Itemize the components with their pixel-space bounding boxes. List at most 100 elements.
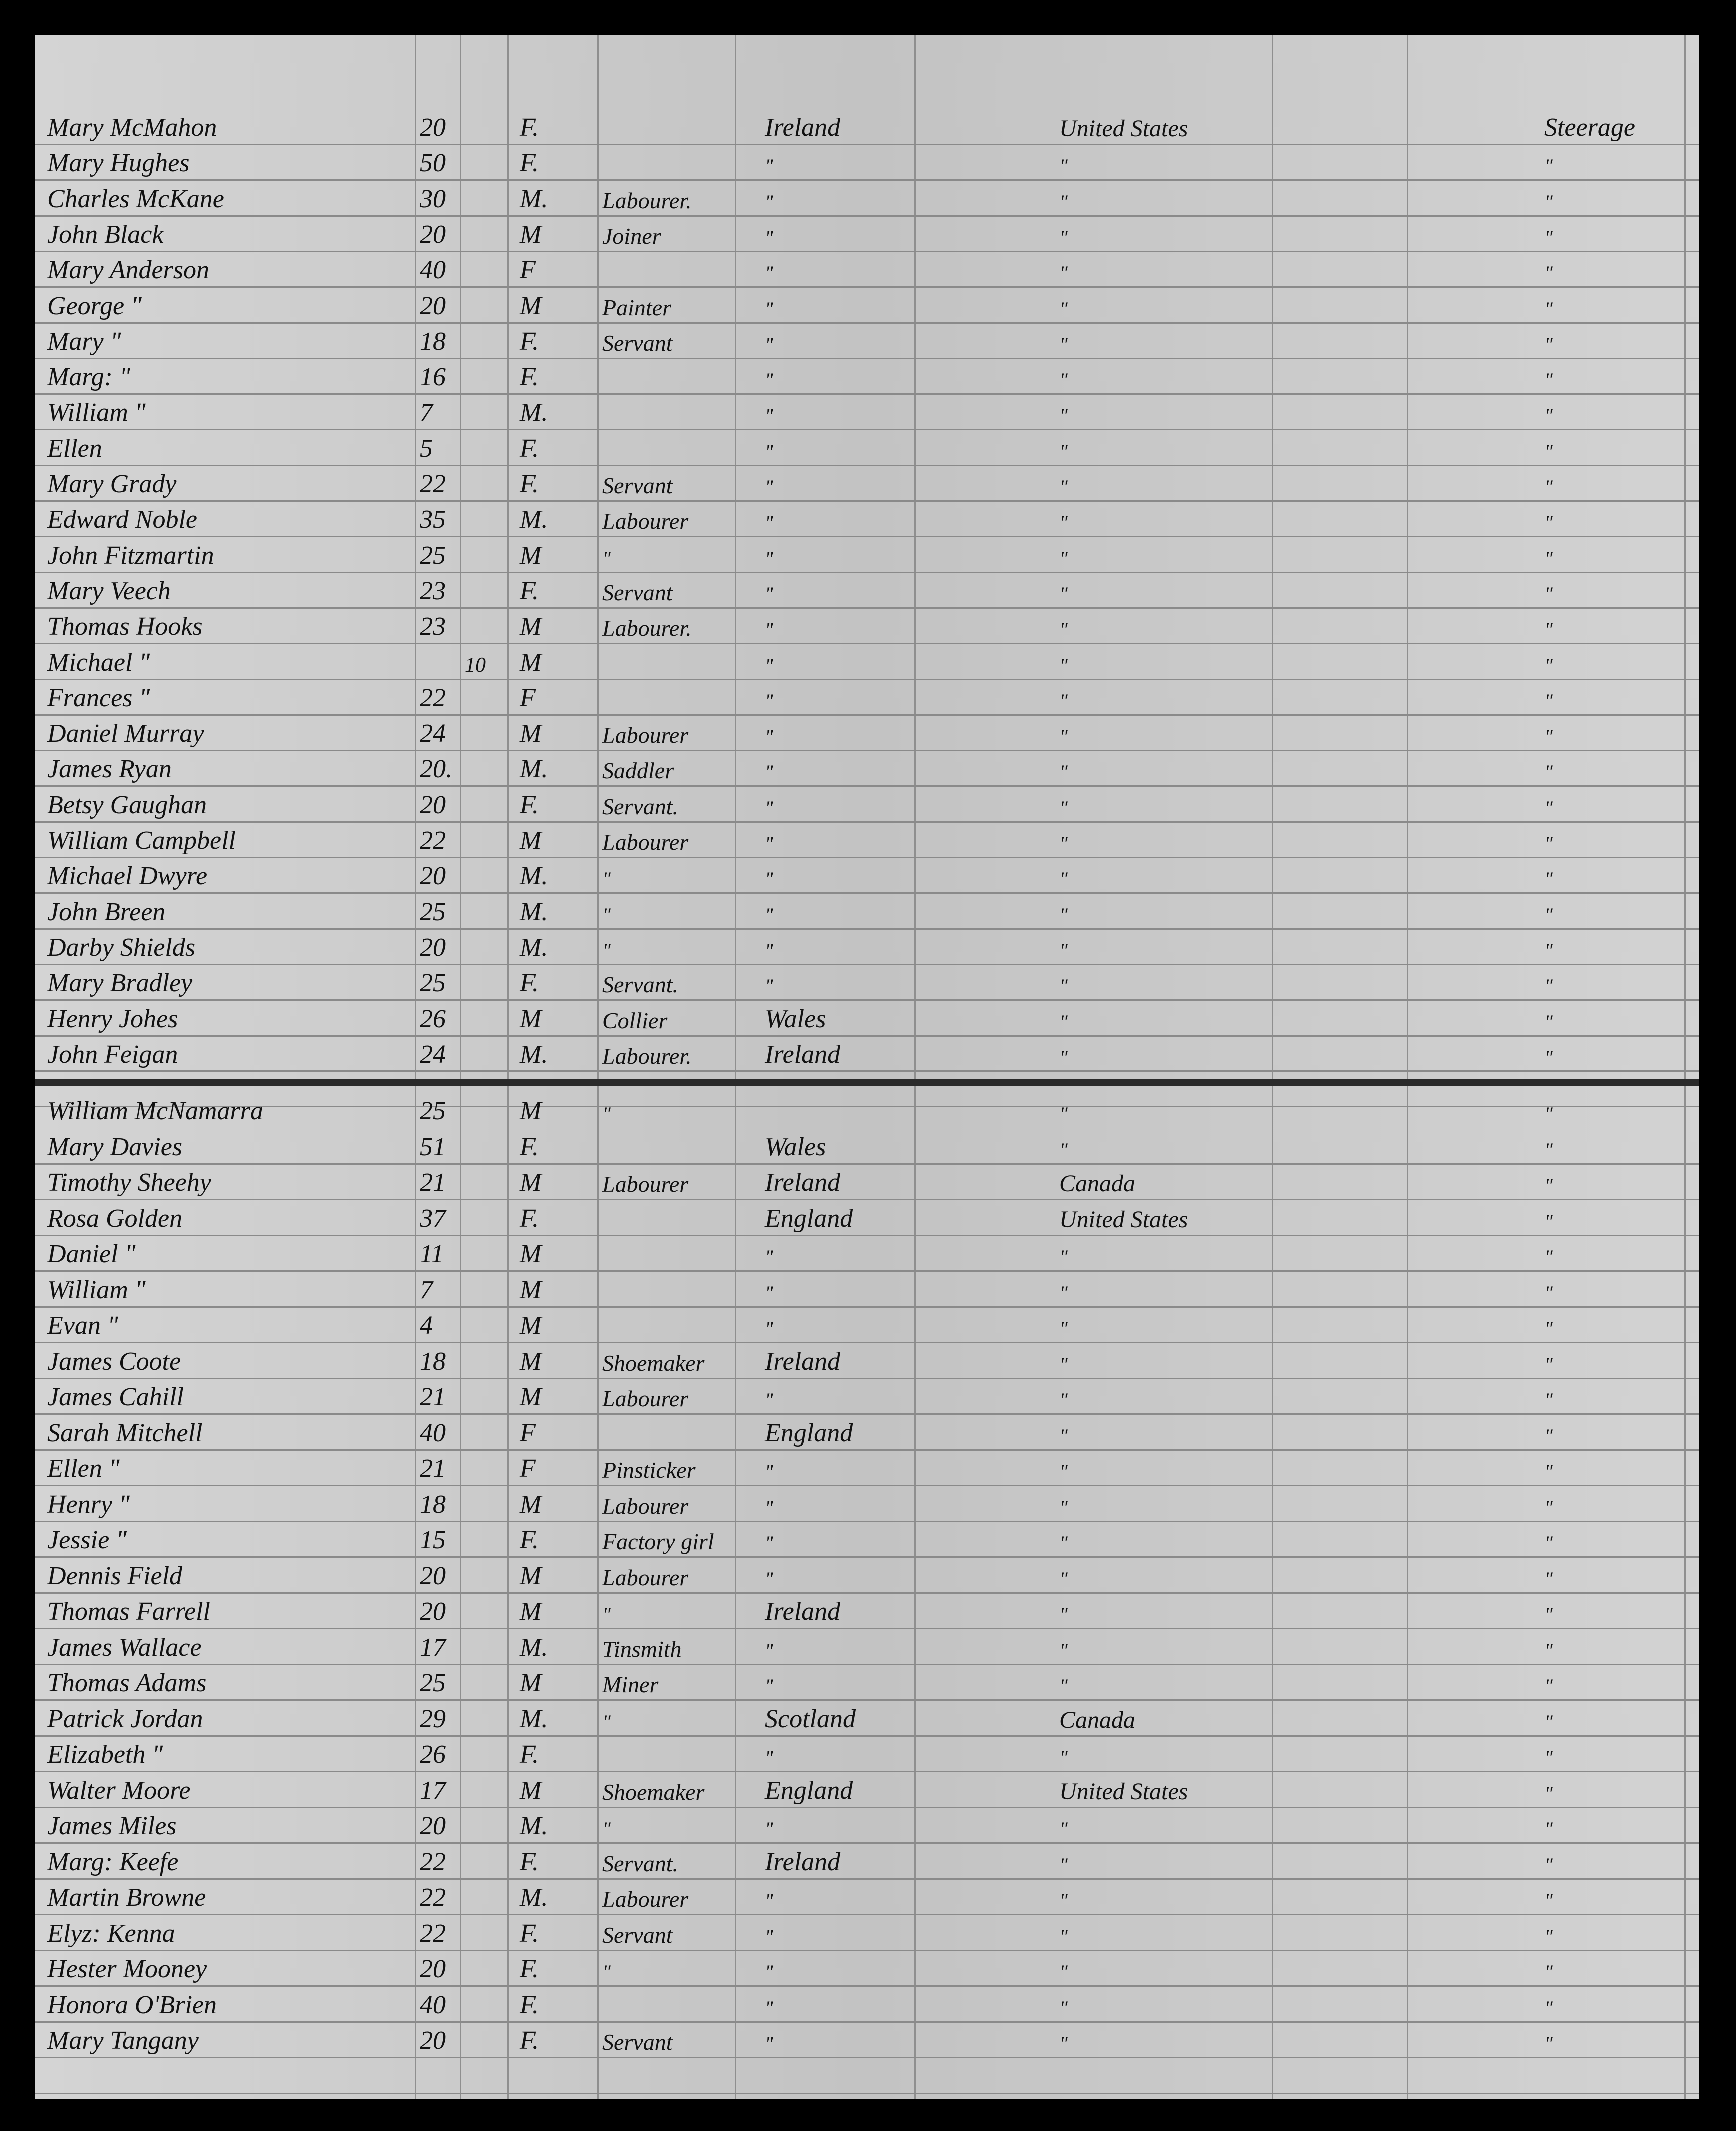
passenger-destination: " (1059, 939, 1068, 962)
passenger-sex: M. (520, 933, 548, 962)
passenger-age: 22 (420, 1919, 446, 1948)
passenger-class: " (1544, 155, 1553, 178)
row-rule (35, 144, 1699, 145)
passenger-name: Mary Anderson (47, 256, 210, 285)
row-rule (35, 1413, 1699, 1415)
passenger-age: 15 (420, 1526, 446, 1554)
passenger-age: 40 (420, 1418, 446, 1447)
row-rule (35, 750, 1699, 752)
passenger-name: John Fitzmartin (47, 541, 214, 570)
passenger-country: " (765, 190, 773, 213)
passenger-class: " (1544, 1639, 1553, 1662)
passenger-class: " (1544, 1010, 1553, 1033)
passenger-name: Mary Tangany (47, 2026, 199, 2055)
passenger-sex: M (520, 1490, 542, 1519)
passenger-sex: M. (520, 1883, 548, 1912)
row-rule (35, 286, 1699, 288)
passenger-name: Timothy Sheehy (47, 1168, 211, 1197)
row-rule (35, 1985, 1699, 1987)
passenger-age: 25 (420, 969, 446, 998)
passenger-sex: M. (520, 184, 548, 213)
passenger-age: 16 (420, 363, 446, 392)
passenger-row: Daniel " 11 M " " " (35, 1236, 1699, 1272)
column-rule (460, 35, 461, 2099)
passenger-row: James Wallace 17 M. Tinsmith " " " (35, 1630, 1699, 1665)
passenger-sex: M (520, 826, 542, 855)
passenger-age: 25 (420, 1669, 446, 1697)
passenger-destination: " (1059, 1046, 1068, 1068)
passenger-name: Thomas Hooks (47, 612, 203, 641)
passenger-age: 18 (420, 1490, 446, 1519)
passenger-class: " (1544, 226, 1553, 249)
passenger-name: Betsy Gaughan (47, 790, 207, 819)
passenger-class: " (1544, 404, 1553, 427)
passenger-row: William McNamarra 25 M " " " (35, 1093, 1699, 1129)
passenger-row: Hester Mooney 20 F. " " " " (35, 1951, 1699, 1987)
passenger-class: " (1544, 476, 1553, 498)
passenger-country: " (765, 868, 773, 891)
passenger-age: 22 (420, 1883, 446, 1912)
passenger-name: Ellen " (47, 1454, 120, 1483)
passenger-name: William Campbell (47, 826, 236, 855)
passenger-row: Evan " 4 M " " " (35, 1308, 1699, 1343)
passenger-name: Martin Browne (47, 1883, 206, 1912)
passenger-name: William " (47, 398, 146, 427)
passenger-country: " (765, 155, 773, 178)
passenger-country: England (765, 1204, 853, 1233)
passenger-class: " (1544, 1567, 1553, 1590)
passenger-class: " (1544, 868, 1553, 891)
passenger-class: " (1544, 1996, 1553, 2019)
passenger-destination: " (1059, 1532, 1068, 1554)
row-rule (35, 643, 1699, 645)
column-rule (1407, 35, 1408, 2099)
passenger-occupation: Labourer. (602, 187, 692, 213)
passenger-sex: F (520, 1418, 536, 1447)
passenger-occupation: Tinsmith (602, 1636, 682, 1662)
passenger-class: " (1544, 262, 1553, 285)
row-rule (35, 1949, 1699, 1951)
passenger-class: " (1544, 903, 1553, 926)
passenger-sex: F (520, 1454, 536, 1483)
passenger-row: Dennis Field 20 M Labourer " " " (35, 1558, 1699, 1594)
passenger-sex: F. (520, 1204, 539, 1233)
passenger-row: Walter Moore 17 M Shoemaker England United St… (35, 1773, 1699, 1808)
passenger-country: " (765, 333, 773, 356)
passenger-age: 20 (420, 291, 446, 320)
row-rule (35, 999, 1699, 1001)
passenger-destination: Canada (1059, 1170, 1136, 1197)
passenger-class: " (1544, 1353, 1553, 1376)
passenger-country: Wales (765, 1004, 826, 1033)
passenger-sex: M (520, 1561, 542, 1590)
passenger-country: " (765, 1746, 773, 1769)
passenger-name: Rosa Golden (47, 1204, 183, 1233)
passenger-destination: " (1059, 582, 1068, 605)
passenger-class: " (1544, 297, 1553, 320)
passenger-sex: M (520, 1311, 542, 1340)
passenger-class: " (1544, 1675, 1553, 1697)
passenger-age: 20 (420, 220, 446, 249)
passenger-class: " (1544, 761, 1553, 784)
passenger-row: Mary Veech 23 F. Servant " " " (35, 573, 1699, 609)
passenger-occupation: " (602, 1103, 611, 1125)
passenger-age: 35 (420, 505, 446, 534)
passenger-occupation: " (602, 939, 611, 962)
passenger-sex: F. (520, 434, 539, 463)
passenger-occupation: Shoemaker (602, 1350, 705, 1376)
passenger-age: 22 (420, 826, 446, 855)
passenger-row: William " 7 M " " " (35, 1272, 1699, 1308)
passenger-row: Mary Hughes 50 F. " " " (35, 145, 1699, 181)
row-rule (35, 322, 1699, 324)
passenger-name: Frances " (47, 683, 150, 712)
passenger-name: Dennis Field (47, 1561, 183, 1590)
passenger-name: Jessie " (47, 1526, 127, 1554)
passenger-destination: " (1059, 796, 1068, 819)
passenger-country: " (765, 369, 773, 392)
passenger-sex: F. (520, 1955, 539, 1983)
passenger-class: " (1544, 975, 1553, 998)
passenger-name: Walter Moore (47, 1776, 191, 1805)
passenger-age: 24 (420, 719, 446, 748)
passenger-row: Mary Davies 51 F. Wales " " (35, 1129, 1699, 1165)
passenger-row: James Cahill 21 M Labourer " " " (35, 1379, 1699, 1415)
passenger-occupation: Saddler (602, 758, 674, 784)
passenger-age: 26 (420, 1740, 446, 1769)
